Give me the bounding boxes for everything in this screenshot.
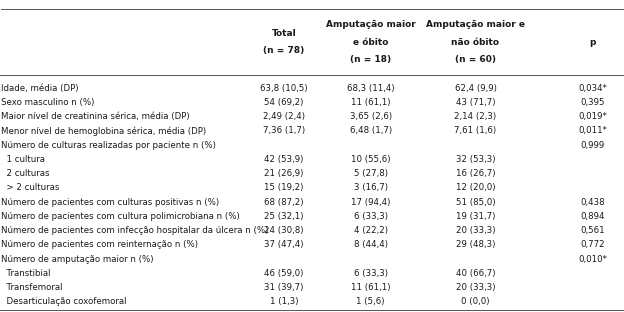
Text: Número de pacientes com reinternação n (%): Número de pacientes com reinternação n (… bbox=[1, 240, 198, 249]
Text: 2,14 (2,3): 2,14 (2,3) bbox=[454, 112, 497, 121]
Text: 0,011*: 0,011* bbox=[578, 126, 607, 135]
Text: 20 (33,3): 20 (33,3) bbox=[456, 283, 495, 292]
Text: 1 (5,6): 1 (5,6) bbox=[356, 297, 385, 306]
Text: 19 (31,7): 19 (31,7) bbox=[456, 212, 495, 221]
Text: 17 (94,4): 17 (94,4) bbox=[351, 197, 391, 207]
Text: 3 (16,7): 3 (16,7) bbox=[354, 183, 388, 193]
Text: 68 (87,2): 68 (87,2) bbox=[264, 197, 304, 207]
Text: 2,49 (2,4): 2,49 (2,4) bbox=[263, 112, 305, 121]
Text: Número de amputação maior n (%): Número de amputação maior n (%) bbox=[1, 255, 154, 264]
Text: Número de pacientes com cultura polimicrobiana n (%): Número de pacientes com cultura polimicr… bbox=[1, 212, 240, 221]
Text: 25 (32,1): 25 (32,1) bbox=[264, 212, 304, 221]
Text: 62,4 (9,9): 62,4 (9,9) bbox=[454, 84, 497, 93]
Text: 6 (33,3): 6 (33,3) bbox=[354, 269, 388, 278]
Text: 0,772: 0,772 bbox=[580, 240, 605, 249]
Text: 0,395: 0,395 bbox=[580, 98, 605, 107]
Text: 46 (59,0): 46 (59,0) bbox=[264, 269, 304, 278]
Text: (n = 60): (n = 60) bbox=[455, 55, 496, 64]
Text: (n = 78): (n = 78) bbox=[263, 46, 305, 55]
Text: 0,999: 0,999 bbox=[581, 141, 605, 150]
Text: 42 (53,9): 42 (53,9) bbox=[264, 155, 304, 164]
Text: Menor nível de hemoglobina sérica, média (DP): Menor nível de hemoglobina sérica, média… bbox=[1, 126, 207, 136]
Text: não óbito: não óbito bbox=[452, 38, 499, 46]
Text: 0,034*: 0,034* bbox=[578, 84, 607, 93]
Text: Desarticulação coxofemoral: Desarticulação coxofemoral bbox=[1, 297, 127, 306]
Text: 11 (61,1): 11 (61,1) bbox=[351, 98, 391, 107]
Text: 0,010*: 0,010* bbox=[578, 255, 607, 264]
Text: 29 (48,3): 29 (48,3) bbox=[456, 240, 495, 249]
Text: e óbito: e óbito bbox=[353, 38, 388, 46]
Text: Amputação maior: Amputação maior bbox=[326, 21, 416, 29]
Text: 3,65 (2,6): 3,65 (2,6) bbox=[349, 112, 392, 121]
Text: Maior nível de creatinina sérica, média (DP): Maior nível de creatinina sérica, média … bbox=[1, 112, 190, 121]
Text: 0,894: 0,894 bbox=[580, 212, 605, 221]
Text: 40 (66,7): 40 (66,7) bbox=[456, 269, 495, 278]
Text: 0 (0,0): 0 (0,0) bbox=[461, 297, 490, 306]
Text: 16 (26,7): 16 (26,7) bbox=[456, 169, 495, 178]
Text: 8 (44,4): 8 (44,4) bbox=[354, 240, 388, 249]
Text: Transfemoral: Transfemoral bbox=[1, 283, 63, 292]
Text: 7,61 (1,6): 7,61 (1,6) bbox=[454, 126, 497, 135]
Text: 1 (1,3): 1 (1,3) bbox=[270, 297, 298, 306]
Text: 54 (69,2): 54 (69,2) bbox=[264, 98, 304, 107]
Text: 0,561: 0,561 bbox=[580, 226, 605, 235]
Text: 4 (22,2): 4 (22,2) bbox=[354, 226, 388, 235]
Text: 12 (20,0): 12 (20,0) bbox=[456, 183, 495, 193]
Text: 37 (47,4): 37 (47,4) bbox=[264, 240, 304, 249]
Text: 5 (27,8): 5 (27,8) bbox=[354, 169, 388, 178]
Text: 15 (19,2): 15 (19,2) bbox=[264, 183, 304, 193]
Text: 43 (71,7): 43 (71,7) bbox=[456, 98, 495, 107]
Text: 0,019*: 0,019* bbox=[578, 112, 607, 121]
Text: Número de pacientes com infecção hospitalar da úlcera n (%): Número de pacientes com infecção hospita… bbox=[1, 226, 268, 235]
Text: Número de culturas realizadas por paciente n (%): Número de culturas realizadas por pacien… bbox=[1, 141, 216, 150]
Text: 6 (33,3): 6 (33,3) bbox=[354, 212, 388, 221]
Text: (n = 18): (n = 18) bbox=[350, 55, 391, 64]
Text: 31 (39,7): 31 (39,7) bbox=[264, 283, 304, 292]
Text: > 2 culturas: > 2 culturas bbox=[1, 183, 60, 193]
Text: 68,3 (11,4): 68,3 (11,4) bbox=[347, 84, 394, 93]
Text: 11 (61,1): 11 (61,1) bbox=[351, 283, 391, 292]
Text: 7,36 (1,7): 7,36 (1,7) bbox=[263, 126, 305, 135]
Text: 1 cultura: 1 cultura bbox=[1, 155, 46, 164]
Text: Número de pacientes com culturas positivas n (%): Número de pacientes com culturas positiv… bbox=[1, 197, 220, 207]
Text: Sexo masculino n (%): Sexo masculino n (%) bbox=[1, 98, 95, 107]
Text: 2 culturas: 2 culturas bbox=[1, 169, 50, 178]
Text: Total: Total bbox=[271, 29, 296, 38]
Text: Amputação maior e: Amputação maior e bbox=[426, 21, 525, 29]
Text: Transtibial: Transtibial bbox=[1, 269, 51, 278]
Text: p: p bbox=[590, 38, 596, 46]
Text: 0,438: 0,438 bbox=[580, 197, 605, 207]
Text: 24 (30,8): 24 (30,8) bbox=[264, 226, 304, 235]
Text: 6,48 (1,7): 6,48 (1,7) bbox=[349, 126, 392, 135]
Text: 63,8 (10,5): 63,8 (10,5) bbox=[260, 84, 308, 93]
Text: 51 (85,0): 51 (85,0) bbox=[456, 197, 495, 207]
Text: 32 (53,3): 32 (53,3) bbox=[456, 155, 495, 164]
Text: 20 (33,3): 20 (33,3) bbox=[456, 226, 495, 235]
Text: 10 (55,6): 10 (55,6) bbox=[351, 155, 391, 164]
Text: 21 (26,9): 21 (26,9) bbox=[264, 169, 304, 178]
Text: Idade, média (DP): Idade, média (DP) bbox=[1, 84, 79, 93]
